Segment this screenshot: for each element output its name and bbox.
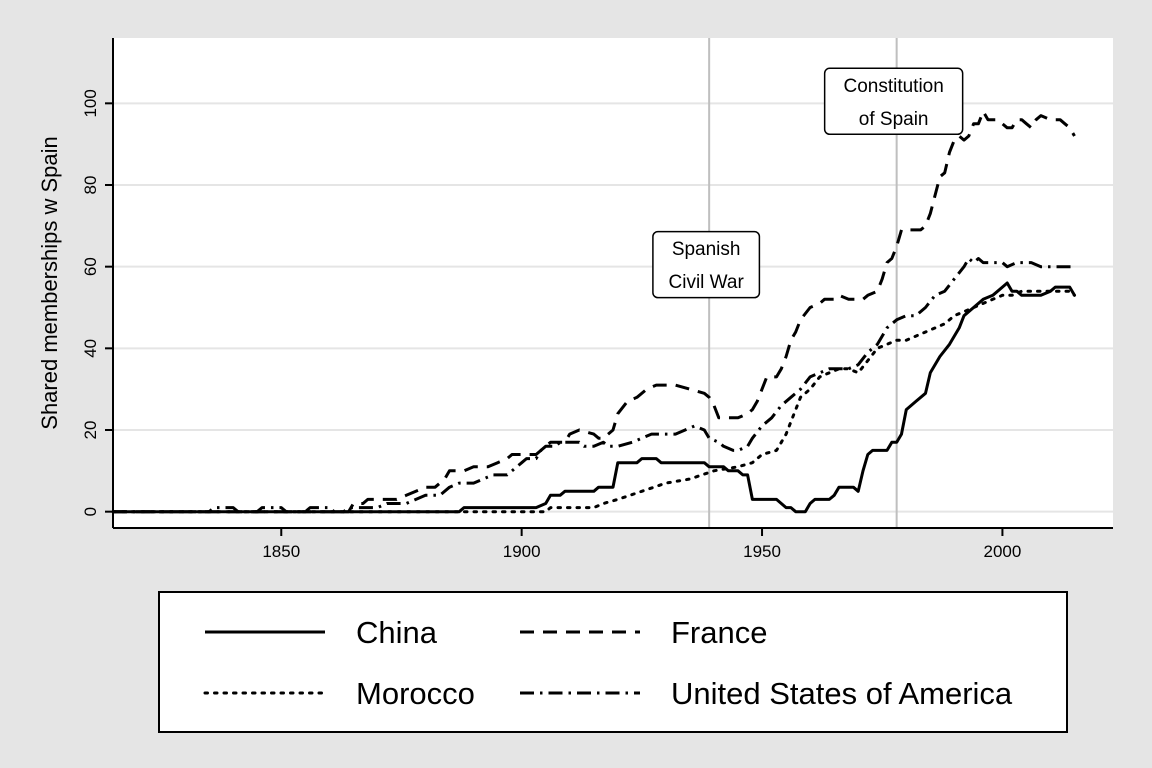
annotation-text-0-0: Spanish [672, 239, 741, 260]
y-tick-label-5: 100 [81, 89, 100, 117]
y-axis-title: Shared memberships w Spain [37, 136, 62, 429]
y-tick-label-0: 0 [81, 507, 100, 516]
y-tick-label-2: 40 [81, 339, 100, 358]
axes [112, 38, 1113, 529]
x-tick-label-2: 1950 [743, 542, 781, 561]
legend-box [158, 591, 1068, 733]
y-tick-label-4: 80 [81, 176, 100, 195]
legend-label-1: France [671, 615, 767, 650]
x-ticks: 1850 1900 1950 2000 [262, 528, 1021, 561]
x-tick-label-1: 1900 [503, 542, 541, 561]
series-line-united-states-of-america [113, 257, 1075, 514]
annotation-text-1-0: Constitution [843, 76, 943, 97]
series-line-france [113, 110, 1076, 514]
legend-label-0: China [356, 615, 438, 650]
series-line-china [113, 281, 1076, 514]
annotation-box-0 [652, 230, 761, 299]
legend: China France Morocco United States of Ameri… [158, 591, 1068, 733]
legend-label-3: United States of America [671, 676, 1013, 711]
annotation-text-0-1: Civil War [669, 272, 745, 293]
x-tick-label-0: 1850 [262, 542, 300, 561]
legend-label-2: Morocco [356, 676, 475, 711]
series-line-morocco [111, 289, 1076, 514]
annotations: Spanish Civil War Constitution of Spain [652, 67, 964, 299]
y-ticks: 0 20 40 60 80 100 [81, 89, 113, 516]
annotation-box-1 [823, 67, 964, 136]
y-tick-label-3: 60 [81, 257, 100, 276]
annotation-text-1-1: of Spain [859, 109, 929, 130]
series-lines [111, 110, 1076, 514]
x-tick-label-3: 2000 [984, 542, 1022, 561]
y-tick-label-1: 20 [81, 421, 100, 440]
